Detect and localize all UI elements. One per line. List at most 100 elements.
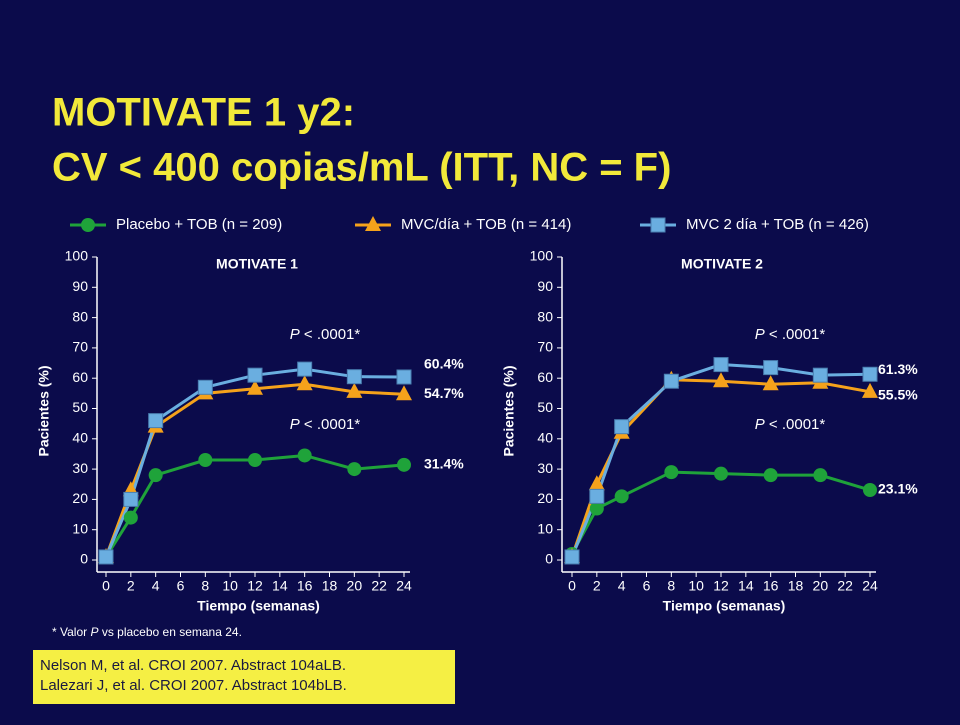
y-tick-label: 100 [530,248,554,264]
x-tick-label: 6 [643,578,651,594]
footnote-text: * Valor [52,625,90,639]
x-tick-label: 0 [568,578,576,594]
data-point [347,462,362,477]
x-tick-label: 18 [788,578,804,594]
y-tick-label: 0 [80,551,88,567]
slide-title: CV < 400 copias/mL (ITT, NC = F) [52,146,671,190]
x-tick-label: 12 [247,578,263,594]
data-point [247,379,263,395]
annotation: P < .0001* [755,416,826,433]
data-point [247,367,263,383]
x-tick-label: 12 [713,578,729,594]
chart-title: MOTIVATE 2 [681,256,763,272]
data-label: 23.1% [878,481,918,497]
data-point [123,510,138,525]
data-point [397,457,411,472]
chart-title: MOTIVATE 1 [216,256,298,272]
y-tick-label: 90 [72,278,88,294]
x-tick-label: 24 [862,578,878,594]
annotation-text: P [290,416,300,433]
x-tick-label: 14 [272,578,288,594]
data-point [198,453,213,468]
data-point [396,385,412,401]
data-point [346,382,363,398]
y-tick-label: 0 [545,551,553,567]
series-line [104,382,405,558]
y-tick-label: 50 [537,399,553,415]
annotation: P < .0001* [755,326,826,343]
data-point [664,465,679,480]
data-point [589,501,604,516]
data-point [396,369,412,385]
data-point [123,491,139,507]
data-label: 60.4% [424,356,464,372]
y-tick-label: 10 [72,520,88,536]
y-tick-label: 50 [72,399,88,415]
annotation-text: < .0001* [300,416,361,433]
x-tick-label: 8 [667,578,675,594]
data-point [763,468,778,483]
data-point [296,375,313,391]
y-tick-label: 40 [72,430,88,446]
annotation-text: P [755,416,765,433]
x-tick-label: 20 [347,578,363,594]
y-axis-label: Pacientes (%) [501,365,517,456]
legend-label: MVC/día + TOB (n = 414) [401,216,571,233]
legend-marker [365,216,381,231]
data-point [98,549,114,565]
footnote-text: vs placebo en semana 24. [98,625,241,639]
y-tick-label: 70 [537,339,553,355]
data-point [762,375,779,391]
data-label: 54.7% [424,385,464,401]
data-point [148,413,164,429]
y-tick-label: 60 [72,369,88,385]
annotation-text: < .0001* [765,416,826,433]
legend-marker [650,217,666,233]
annotation-text: < .0001* [300,326,361,343]
data-point [589,488,605,504]
data-point [863,483,877,498]
legend-marker [81,218,95,232]
y-tick-label: 100 [65,248,89,264]
citation: Nelson M, et al. CROI 2007. Abstract 104… [40,657,346,674]
legend-label: MVC 2 día + TOB (n = 426) [686,216,869,233]
data-point [862,366,878,382]
footnote-text: P [90,625,98,639]
x-axis-label: Tiempo (semanas) [197,598,320,614]
data-point [197,379,213,395]
y-tick-label: 40 [537,430,553,446]
y-tick-label: 70 [72,339,88,355]
x-tick-label: 22 [371,578,387,594]
x-tick-label: 4 [152,578,160,594]
x-tick-label: 6 [177,578,185,594]
x-tick-label: 14 [738,578,754,594]
data-point [297,448,312,463]
data-point [148,468,163,483]
x-tick-label: 2 [593,578,601,594]
x-tick-label: 4 [618,578,626,594]
data-point [812,367,828,383]
x-tick-label: 16 [763,578,779,594]
x-tick-label: 0 [102,578,110,594]
data-point [763,360,779,376]
y-tick-label: 10 [537,520,553,536]
y-tick-label: 20 [537,490,553,506]
y-axis-label: Pacientes (%) [36,365,52,456]
annotation-text: < .0001* [765,326,826,343]
series-line [104,367,405,558]
data-point [713,372,729,388]
x-tick-label: 24 [396,578,412,594]
citation: Lalezari J, et al. CROI 2007. Abstract 1… [40,677,347,694]
data-point [713,357,729,373]
data-point [614,489,629,504]
data-point [813,468,828,483]
y-tick-label: 80 [537,308,553,324]
data-point [346,369,362,385]
data-point [663,373,679,389]
x-tick-label: 8 [201,578,209,594]
y-tick-label: 20 [72,490,88,506]
data-point [614,419,630,435]
y-tick-label: 30 [537,460,553,476]
